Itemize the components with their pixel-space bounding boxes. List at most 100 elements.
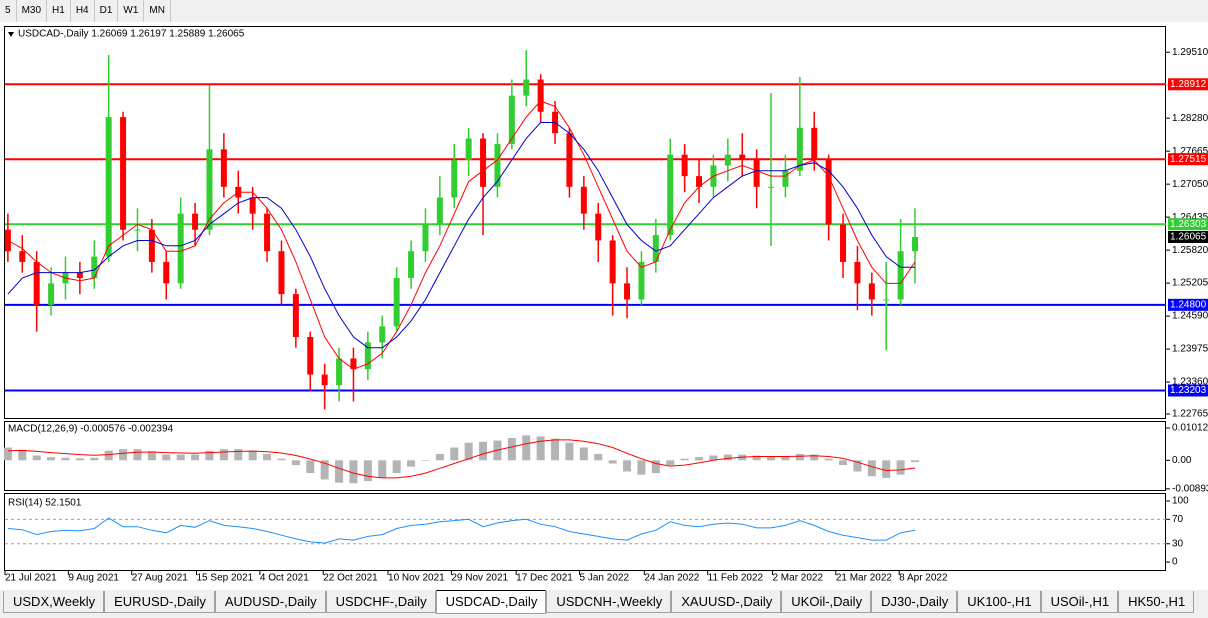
macd-bar xyxy=(882,460,891,478)
macd-bar xyxy=(608,460,617,464)
macd-bar xyxy=(767,456,776,461)
candle-body xyxy=(897,251,904,300)
y-tick-label: 0.010127 xyxy=(1172,423,1208,434)
chart-tab[interactable]: UK100-,H1 xyxy=(957,591,1041,613)
y-tick-label: 1.24590 xyxy=(1172,311,1208,322)
x-tick-label: 8 Apr 2022 xyxy=(899,573,948,584)
timeframe-button[interactable]: M30 xyxy=(17,0,48,22)
chart-tab[interactable]: USDX,Weekly xyxy=(3,591,105,613)
macd-bar xyxy=(594,453,603,461)
timeframe-button[interactable]: D1 xyxy=(95,0,119,22)
candle-body xyxy=(580,186,587,214)
candle-body xyxy=(120,117,127,230)
candle-body xyxy=(436,197,443,225)
macd-bar xyxy=(522,435,531,461)
candle-body xyxy=(91,256,98,279)
macd-bar xyxy=(176,454,185,461)
y-tick-label: 1.22765 xyxy=(1172,409,1208,420)
macd-bar xyxy=(551,438,560,461)
x-tick-label: 24 Jan 2022 xyxy=(644,573,699,584)
level-label-box xyxy=(1168,78,1208,91)
candle-body xyxy=(768,186,775,188)
macd-bar xyxy=(666,460,675,466)
macd-bar xyxy=(263,453,272,461)
chart-tab[interactable]: USDCAD-,Daily xyxy=(435,590,547,614)
y-tick-label: 1.26435 xyxy=(1172,212,1208,223)
candle-body xyxy=(163,261,170,284)
x-tick-label: 5 Jan 2022 xyxy=(580,573,630,584)
macd-bar xyxy=(75,458,84,461)
main-panel-frame xyxy=(4,26,1166,419)
y-tick-label: 1.29510 xyxy=(1172,47,1208,58)
macd-bar xyxy=(479,441,488,461)
candle-body xyxy=(724,154,731,166)
macd-bar xyxy=(623,460,632,472)
macd-bar xyxy=(104,450,113,461)
x-tick-label: 9 Aug 2021 xyxy=(68,573,119,584)
chart-tab[interactable]: AUDUSD-,Daily xyxy=(214,591,326,613)
macd-bar xyxy=(565,442,574,461)
macd-bar xyxy=(637,460,646,475)
candle-body xyxy=(652,235,659,262)
candle-body xyxy=(4,229,11,252)
rsi-panel-frame xyxy=(4,493,1166,571)
chart-tab[interactable]: EURUSD-,Daily xyxy=(104,591,215,613)
y-tick-label: -0.008939 xyxy=(1172,483,1208,494)
y-tick-label: 70 xyxy=(1172,514,1184,525)
title-dropdown-arrow xyxy=(8,32,14,37)
candle-body xyxy=(292,294,299,338)
macd-bar xyxy=(61,457,70,461)
macd-bar xyxy=(191,454,200,461)
macd-title: MACD(12,26,9) -0.000576 -0.002394 xyxy=(8,424,174,435)
candle-body xyxy=(336,358,343,386)
timeframe-button[interactable]: H1 xyxy=(47,0,71,22)
x-tick-label: 10 Nov 2021 xyxy=(388,573,445,584)
x-tick-label: 21 Mar 2022 xyxy=(836,573,893,584)
chart-tab[interactable]: HK50-,H1 xyxy=(1118,591,1195,613)
timeframe-button[interactable]: H4 xyxy=(71,0,95,22)
candle-body xyxy=(408,251,415,279)
candle-body xyxy=(148,229,155,262)
candle-body xyxy=(379,326,386,343)
macd-bar xyxy=(723,454,732,461)
macd-bar xyxy=(277,458,286,461)
candle-body xyxy=(220,149,227,187)
macd-bar xyxy=(133,449,142,461)
y-tick-label: 0.00 xyxy=(1172,455,1192,466)
candle-body xyxy=(566,133,573,187)
macd-bar xyxy=(306,460,315,474)
candle-body xyxy=(825,160,832,225)
chart-tab[interactable]: DJ30-,Daily xyxy=(871,591,958,613)
candle-body xyxy=(609,240,616,284)
chart-tab[interactable]: USDCHF-,Daily xyxy=(325,591,436,613)
candle-body xyxy=(76,272,83,279)
chart-tab[interactable]: USDCNH-,Weekly xyxy=(546,591,672,613)
y-tick-label: 100 xyxy=(1172,496,1189,507)
macd-bar xyxy=(47,457,56,461)
candle-body xyxy=(782,170,789,187)
y-tick-label: 1.23975 xyxy=(1172,344,1208,355)
macd-bar xyxy=(839,460,848,466)
candle-body xyxy=(134,229,141,231)
candle-body xyxy=(840,224,847,262)
candle-body xyxy=(854,261,861,284)
macd-bar xyxy=(234,449,243,461)
macd-bar xyxy=(752,455,761,461)
y-tick-label: 1.25205 xyxy=(1172,278,1208,289)
timeframe-button[interactable]: 5 xyxy=(0,0,17,22)
timeframe-button[interactable]: W1 xyxy=(118,0,145,22)
macd-bar xyxy=(335,460,344,483)
chart-tab[interactable]: XAUUSD-,Daily xyxy=(671,591,782,613)
macd-bar xyxy=(378,460,387,478)
timeframe-button[interactable]: MN xyxy=(144,0,171,22)
macd-bar xyxy=(824,458,833,461)
x-tick-label: 27 Aug 2021 xyxy=(132,573,189,584)
macd-bar xyxy=(536,436,545,461)
level-label-box xyxy=(1168,384,1208,397)
chart-tab[interactable]: UKOil-,Daily xyxy=(781,591,872,613)
chart-tab[interactable]: USOil-,H1 xyxy=(1040,591,1119,613)
candle-body xyxy=(480,138,487,187)
candle-body xyxy=(393,278,400,327)
macd-bar xyxy=(90,457,99,461)
